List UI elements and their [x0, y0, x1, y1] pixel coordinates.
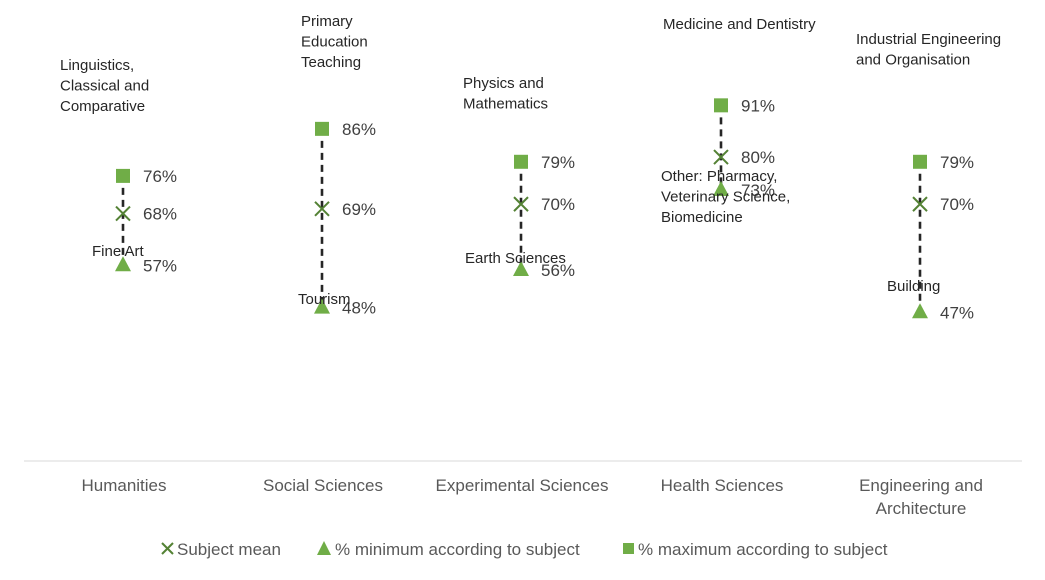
mean-marker — [513, 196, 529, 212]
max-subject-label: Primary Education Teaching — [301, 13, 368, 71]
category-label: Health Sciences — [661, 476, 784, 495]
legend-max-marker — [623, 543, 634, 554]
category-label: Social Sciences — [263, 476, 383, 495]
max-subject-label: Industrial Engineering and Organisation — [856, 31, 1001, 69]
category-label: Experimental Sciences — [436, 476, 609, 495]
max-subject-label: Medicine and Dentistry — [663, 16, 816, 33]
min-subject-label: Tourism — [298, 291, 351, 308]
min-subject-label: Earth Sciences — [465, 250, 566, 267]
category-label: Engineering and Architecture — [859, 476, 983, 518]
min-value-label: 73% — [741, 181, 775, 200]
mean-marker — [713, 149, 729, 165]
mean-marker-stroke — [912, 196, 928, 212]
mean-marker — [115, 205, 131, 222]
min-marker — [713, 181, 729, 197]
min-marker — [513, 260, 529, 276]
legend-max-label: % maximum according to subject — [638, 540, 888, 559]
category-axis: Humanities Social Sciences Experimental Sc… — [81, 476, 982, 518]
plot-area: 76% 68% 57% Linguistics, Classical and Compar… — [60, 13, 1001, 322]
legend-item-min: % minimum according to subject — [317, 540, 580, 559]
min-value-label: 56% — [541, 261, 575, 280]
legend-min-label: % minimum according to subject — [335, 540, 580, 559]
max-subject-label: Linguistics, Classical and Comparative — [60, 57, 149, 115]
legend-item-max: % maximum according to subject — [623, 540, 888, 559]
min-value-label: 57% — [143, 256, 177, 275]
legend-min-marker — [317, 541, 331, 555]
mean-marker-stroke — [314, 201, 330, 217]
max-subject-label: Physics and Mathematics — [463, 75, 548, 113]
mean-marker — [912, 196, 928, 212]
mean-marker-stroke — [713, 149, 729, 165]
mean-marker-stroke — [513, 196, 529, 212]
mean-value-label: 70% — [541, 195, 575, 214]
legend: Subject mean % minimum according to subje… — [161, 540, 888, 559]
max-marker — [115, 167, 131, 184]
min-marker — [912, 303, 928, 319]
mean-value-label: 69% — [342, 200, 376, 219]
max-value-label: 91% — [741, 96, 775, 115]
mean-value-label: 80% — [741, 148, 775, 167]
mean-value-label: 70% — [940, 195, 974, 214]
max-marker — [314, 120, 330, 137]
max-marker — [713, 97, 729, 114]
legend-item-mean: Subject mean — [161, 540, 281, 559]
min-value-label: 48% — [342, 299, 376, 318]
min-marker — [115, 256, 131, 272]
min-subject-label: Building — [887, 278, 940, 295]
mean-marker-stroke — [115, 205, 131, 222]
max-value-label: 76% — [143, 167, 177, 186]
mean-marker — [314, 201, 330, 217]
max-marker — [912, 153, 928, 170]
max-value-label: 86% — [342, 120, 376, 139]
min-subject-label: Other: Pharmacy, Veterinary Science, Biome… — [661, 168, 790, 226]
max-value-label: 79% — [940, 153, 974, 172]
legend-mean-label: Subject mean — [177, 540, 281, 559]
max-marker — [513, 153, 529, 170]
legend-mean-marker — [161, 542, 174, 555]
max-value-label: 79% — [541, 153, 575, 172]
min-value-label: 47% — [940, 303, 974, 322]
mean-value-label: 68% — [143, 205, 177, 224]
category-label: Humanities — [81, 476, 166, 495]
min-marker — [314, 298, 330, 314]
min-subject-label: Fine Art — [92, 243, 145, 260]
